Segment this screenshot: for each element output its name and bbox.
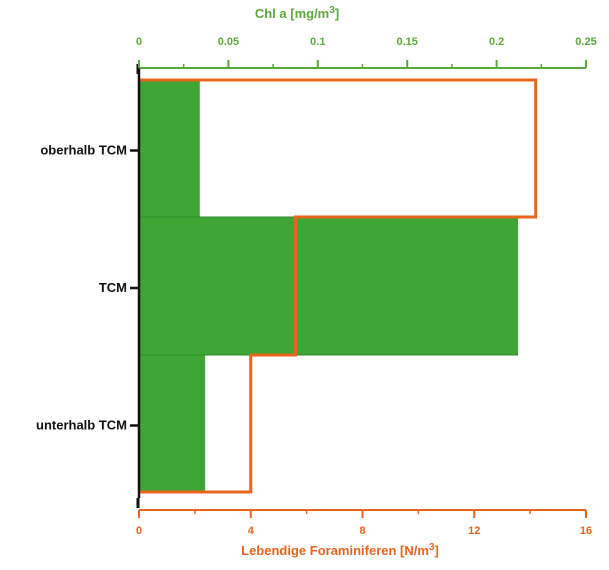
chl-bar-2 — [139, 217, 519, 355]
chl-bar-1 — [139, 80, 200, 217]
top-tick-label: 0.05 — [218, 36, 239, 48]
bottom-axis-ticks: 0 4 8 12 16 — [136, 510, 592, 537]
category-labels: oberhalb TCM TCM unterhalb TCM — [36, 143, 139, 433]
bottom-tick-label: 16 — [580, 525, 592, 537]
top-axis-title: Chl a [mg/m3] — [255, 5, 339, 21]
top-tick-label: 0.15 — [396, 36, 417, 48]
bottom-tick-label: 4 — [248, 525, 255, 537]
category-label: unterhalb TCM — [36, 418, 127, 433]
bottom-tick-label: 0 — [136, 525, 142, 537]
chl-bars-group — [139, 80, 519, 492]
category-label: TCM — [99, 280, 127, 295]
top-tick-label: 0.1 — [310, 36, 325, 48]
bottom-axis-title: Lebendige Foraminiferen [N/m3] — [241, 542, 439, 558]
foraminifera-outline-group — [139, 78, 538, 494]
top-tick-label: 0.2 — [489, 36, 504, 48]
chl-bar-3 — [139, 355, 206, 492]
bottom-tick-label: 12 — [468, 525, 480, 537]
foraminifera-outline — [139, 78, 538, 494]
bottom-tick-label: 8 — [359, 525, 365, 537]
category-label: oberhalb TCM — [40, 143, 127, 158]
top-tick-label: 0.25 — [575, 36, 596, 48]
top-axis-ticks: 0 0.05 0.1 0.15 0.2 0.25 — [136, 36, 597, 68]
top-tick-label: 0 — [136, 36, 142, 48]
